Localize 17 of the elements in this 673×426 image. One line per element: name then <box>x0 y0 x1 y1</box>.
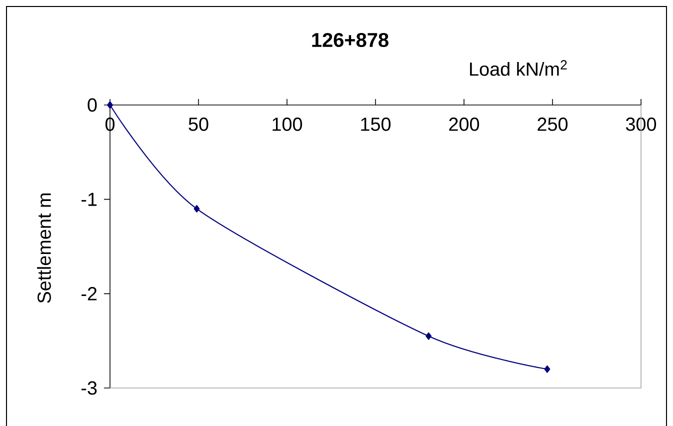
y-tick-label: -1 <box>82 192 97 206</box>
x-tick-label: 50 <box>188 118 208 131</box>
y-axis-title: Settlement m <box>37 194 51 303</box>
point <box>544 365 550 373</box>
y-tick-label: 0 <box>88 98 97 112</box>
point <box>194 205 200 213</box>
point <box>107 101 113 109</box>
x-tick-label: 300 <box>626 118 656 131</box>
x-axis-title: Load kN/m$^{2}$ <box>470 60 567 76</box>
x-tick-label: 250 <box>538 118 568 131</box>
y-tick-label: -3 <box>82 381 97 395</box>
x-tick-label: 100 <box>272 118 302 131</box>
chart-title: 126+878 <box>312 32 388 48</box>
y-tick-label: -2 <box>82 287 97 300</box>
x-tick-label: 200 <box>449 118 480 131</box>
x-tick-label: 150 <box>361 118 391 131</box>
point <box>426 332 432 340</box>
